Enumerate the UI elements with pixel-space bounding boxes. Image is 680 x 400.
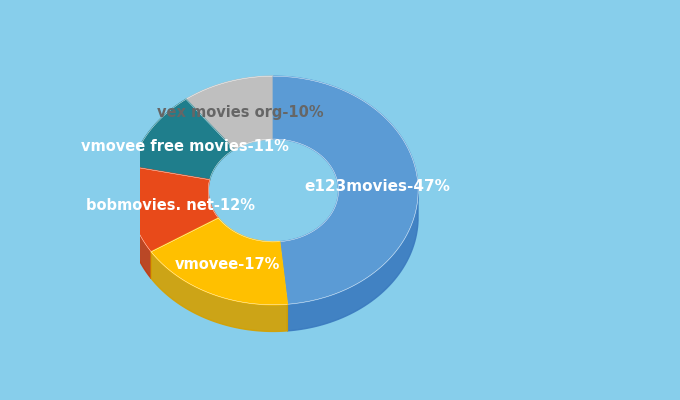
Polygon shape <box>151 252 288 332</box>
Polygon shape <box>151 218 288 305</box>
Text: bobmovies. net-12%: bobmovies. net-12% <box>86 198 255 212</box>
Polygon shape <box>279 192 339 268</box>
Polygon shape <box>273 76 418 304</box>
Text: vmovee-17%: vmovee-17% <box>175 257 280 272</box>
Polygon shape <box>132 99 234 180</box>
Polygon shape <box>218 218 279 268</box>
Text: vex movies org-10%: vex movies org-10% <box>157 105 324 120</box>
Polygon shape <box>208 190 218 245</box>
Text: vmovee free movies-11%: vmovee free movies-11% <box>82 139 290 154</box>
Text: e123movies-47%: e123movies-47% <box>305 179 450 194</box>
Polygon shape <box>129 166 218 252</box>
Polygon shape <box>129 191 151 278</box>
Polygon shape <box>288 194 418 331</box>
Polygon shape <box>186 76 273 150</box>
